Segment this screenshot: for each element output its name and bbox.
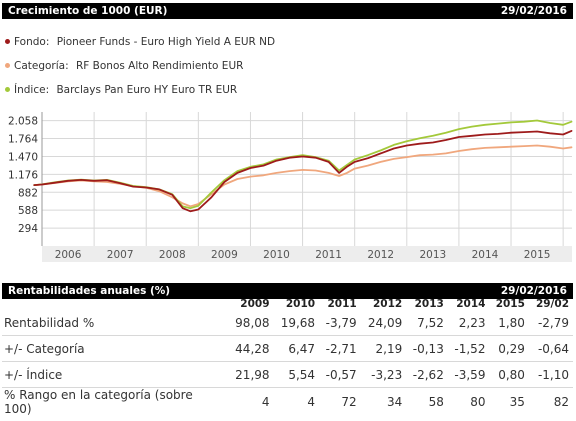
table-row: +/- Índice 21,98 5,54 -0,57 -3,23 -2,62 … (2, 361, 573, 388)
returns-table: 2009 2010 2011 2012 2013 2014 2015 29/02… (2, 296, 573, 416)
x-tick-label: 2008 (159, 249, 186, 261)
legend-fund-key: Fondo: (14, 36, 50, 48)
table-cell: -1,10 (528, 361, 573, 388)
growth-chart-date: 29/02/2016 (500, 5, 567, 17)
y-tick-label: 1.176 (8, 169, 38, 181)
legend-fund-name: Pioneer Funds - Euro High Yield A EUR ND (56, 36, 276, 48)
table-cell: -0,57 (319, 361, 361, 388)
x-tick-label: 2012 (367, 249, 394, 261)
growth-chart-header: Crecimiento de 1000 (EUR) 29/02/2016 (2, 3, 573, 19)
table-cell: 7,52 (406, 310, 448, 336)
returns-col-header: 29/02 (535, 298, 569, 310)
legend-index-key: Índice: (14, 84, 50, 96)
table-cell: 0,80 (489, 361, 529, 388)
table-row: +/- Categoría 44,28 6,47 -2,71 2,19 -0,1… (2, 335, 573, 362)
returns-title: Rentabilidades anuales (%) (8, 285, 171, 297)
table-cell: 4 (261, 395, 270, 409)
returns-col-header: 2012 (372, 298, 403, 310)
table-cell: 35 (509, 395, 525, 409)
series-line-fondo (33, 129, 573, 213)
table-cell: 80 (470, 395, 486, 409)
table-cell: 5,54 (273, 361, 320, 388)
table-cell: -0,64 (528, 335, 573, 362)
x-tick-label: 2011 (315, 249, 342, 261)
legend-item-category: Categoría: RF Bonos Alto Rendimiento EUR (5, 60, 243, 72)
table-cell: -0,13 (406, 335, 448, 362)
table-cell: -3,59 (447, 361, 490, 388)
x-tick-label: 2015 (524, 249, 551, 261)
table-cell: 58 (428, 395, 444, 409)
x-tick-label: 2009 (211, 249, 238, 261)
legend-index-marker (5, 86, 10, 92)
table-cell: -2,79 (528, 310, 573, 336)
legend-item-fund: Fondo: Pioneer Funds - Euro High Yield A… (5, 36, 275, 48)
y-tick-label: 2.058 (8, 116, 38, 128)
table-cell: 24,09 (360, 310, 407, 336)
legend-fund-marker (5, 38, 10, 44)
table-cell: 72 (341, 395, 357, 409)
table-cell: 82 (553, 395, 569, 409)
y-tick-label: 1.764 (8, 134, 38, 146)
legend-category-name: RF Bonos Alto Rendimiento EUR (75, 60, 244, 72)
returns-header: Rentabilidades anuales (%) 29/02/2016 (2, 283, 573, 299)
table-cell: 44,28 (228, 335, 274, 362)
x-axis-band (42, 246, 572, 262)
x-tick-label: 2007 (107, 249, 134, 261)
row-label: % Rango en la categoría (sobre 100) (4, 388, 193, 416)
table-cell: 2,23 (447, 310, 490, 336)
legend-category-marker (5, 62, 10, 68)
table-cell: -3,79 (319, 310, 361, 336)
legend-index-name: Barclays Pan Euro HY Euro TR EUR (56, 84, 238, 96)
table-cell: 34 (386, 395, 403, 409)
table-cell: -2,62 (406, 361, 448, 388)
table-cell: 4 (307, 395, 316, 409)
legend-item-index: Índice: Barclays Pan Euro HY Euro TR EUR (5, 84, 237, 96)
y-tick-label: 1.470 (8, 151, 38, 163)
returns-col-header: 2015 (495, 298, 525, 310)
growth-chart-title: Crecimiento de 1000 (EUR) (8, 5, 168, 17)
row-label: Rentabilidad % (2, 310, 228, 336)
table-cell: 0,29 (489, 335, 529, 362)
table-row: % Rango en la categoría (sobre 100) 4 4 … (2, 388, 573, 416)
row-label: +/- Categoría (2, 335, 228, 362)
x-tick-label: 2006 (55, 249, 82, 261)
table-cell: 1,80 (489, 310, 529, 336)
returns-col-header: 2013 (414, 298, 444, 310)
table-cell: 2,19 (360, 335, 407, 362)
row-label: +/- Índice (2, 361, 228, 388)
returns-date: 29/02/2016 (500, 285, 567, 297)
returns-col-header: 2009 (240, 298, 270, 310)
y-tick-label: 294 (18, 223, 38, 235)
table-cell: 6,47 (273, 335, 320, 362)
x-tick-label: 2014 (472, 249, 499, 261)
returns-col-header: 2010 (285, 298, 316, 310)
returns-col-header: 2014 (456, 298, 486, 310)
returns-table-header-row: 2009 2010 2011 2012 2013 2014 2015 29/02 (2, 296, 573, 310)
x-tick-label: 2010 (263, 249, 290, 261)
returns-header-blank (2, 296, 228, 310)
growth-line-chart: 294 588 882 1.176 1.470 1.764 2.058 2006 2007 200… (8, 112, 576, 262)
table-cell: -3,23 (360, 361, 407, 388)
table-cell: -1,52 (447, 335, 490, 362)
x-tick-label: 2013 (419, 249, 446, 261)
table-cell: 21,98 (228, 361, 274, 388)
legend-category-key: Categoría: (14, 60, 69, 72)
table-row: Rentabilidad % 98,08 19,68 -3,79 24,09 7… (2, 310, 573, 336)
table-cell: -2,71 (319, 335, 361, 362)
returns-col-header: 2011 (327, 298, 357, 310)
y-tick-label: 588 (18, 205, 38, 217)
table-cell: 19,68 (273, 310, 320, 336)
table-cell: 98,08 (228, 310, 274, 336)
y-tick-label: 882 (18, 187, 38, 199)
